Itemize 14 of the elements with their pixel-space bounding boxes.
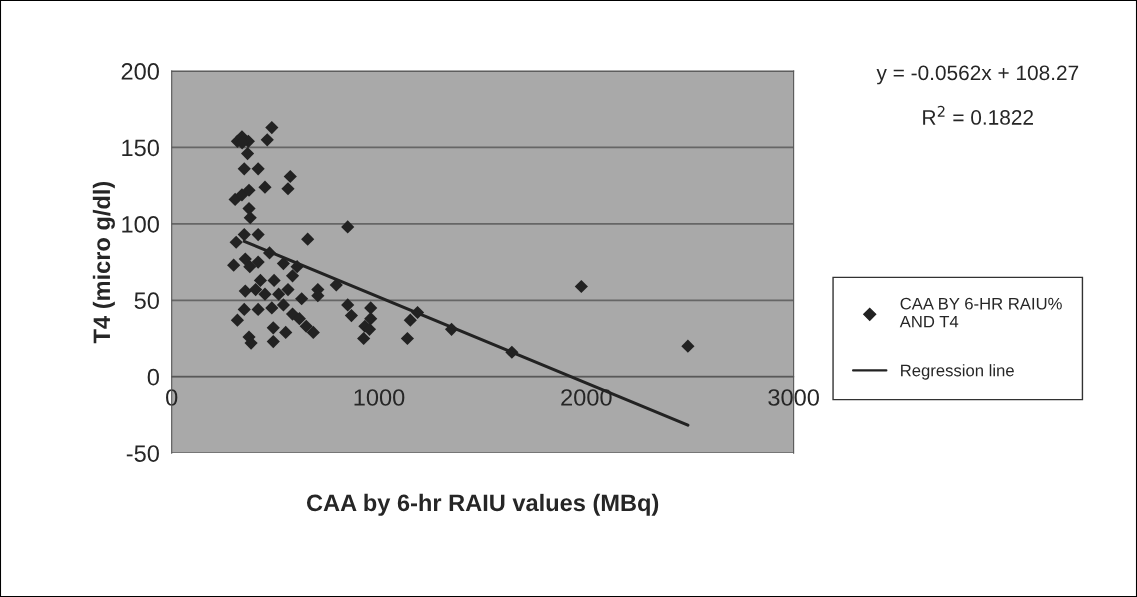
x-tick-label: 2000 <box>561 389 612 406</box>
y-axis-title: T4 (micro g/dl) <box>92 181 115 344</box>
y-tick-label: 150 <box>122 139 159 157</box>
legend-label: CAA BY 6-HR RAIU% AND T4 <box>899 297 1062 328</box>
legend-label: Regression line <box>901 364 1014 380</box>
x-axis-title: CAA by 6-hr RAIU values (MBq) <box>306 493 659 516</box>
y-tick-label: 0 <box>147 368 159 386</box>
y-tick-label: 50 <box>134 292 159 310</box>
x-tick-label: 1000 <box>354 389 405 406</box>
y-tick-label: 200 <box>121 63 159 80</box>
text: y = -0.0562x + 108.27 <box>876 65 1079 85</box>
text: R$^{2}$ = 0.1822 <box>923 105 1033 125</box>
y-tick-label: 100 <box>122 215 159 233</box>
y-tick-label: -50 <box>126 445 159 462</box>
